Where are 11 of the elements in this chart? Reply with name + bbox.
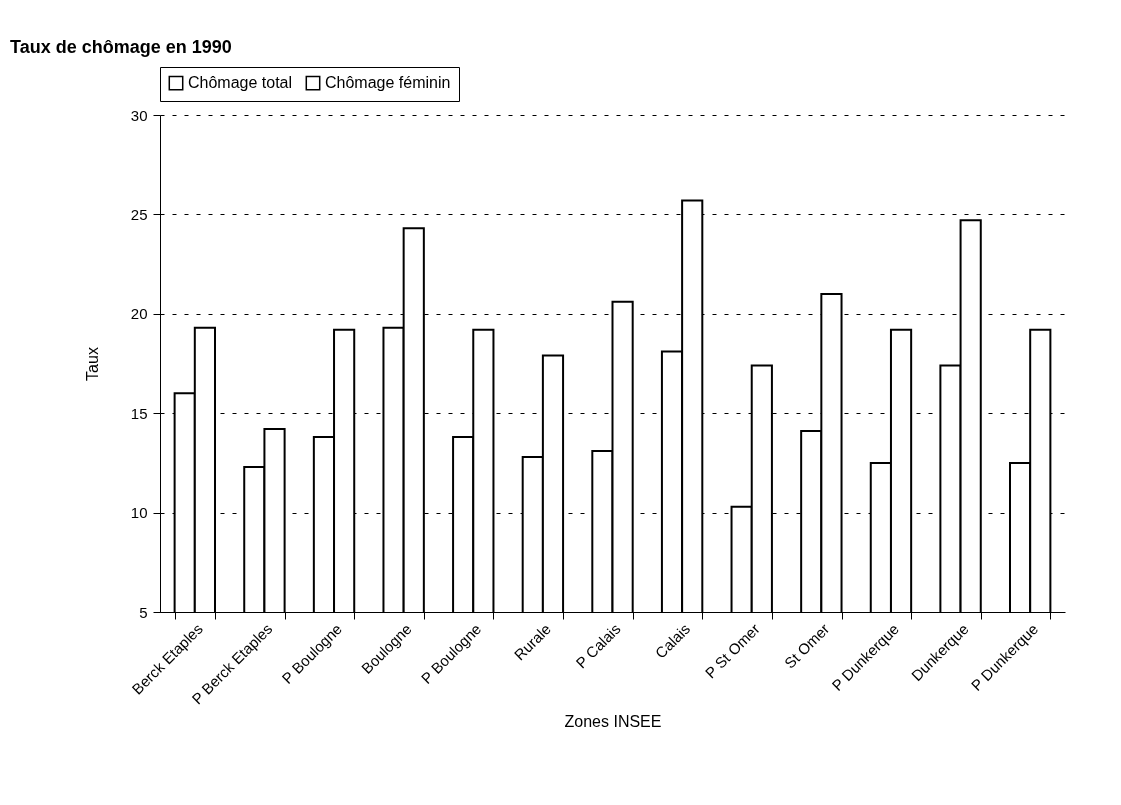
y-tick-label: 20 xyxy=(130,305,148,323)
y-tick-label: 5 xyxy=(139,603,148,621)
y-axis-title: Taux xyxy=(83,347,101,381)
legend-label: Chômage féminin xyxy=(325,74,451,92)
y-tick-label: 10 xyxy=(130,504,148,522)
y-tick-label: 25 xyxy=(130,205,148,223)
x-axis-title: Zones INSEE xyxy=(564,712,662,730)
y-tick-label: 15 xyxy=(130,404,148,422)
y-tick-label: 30 xyxy=(130,106,148,124)
legend-label: Chômage total xyxy=(188,74,293,92)
chart-title: Taux de chômage en 1990 xyxy=(10,36,232,57)
